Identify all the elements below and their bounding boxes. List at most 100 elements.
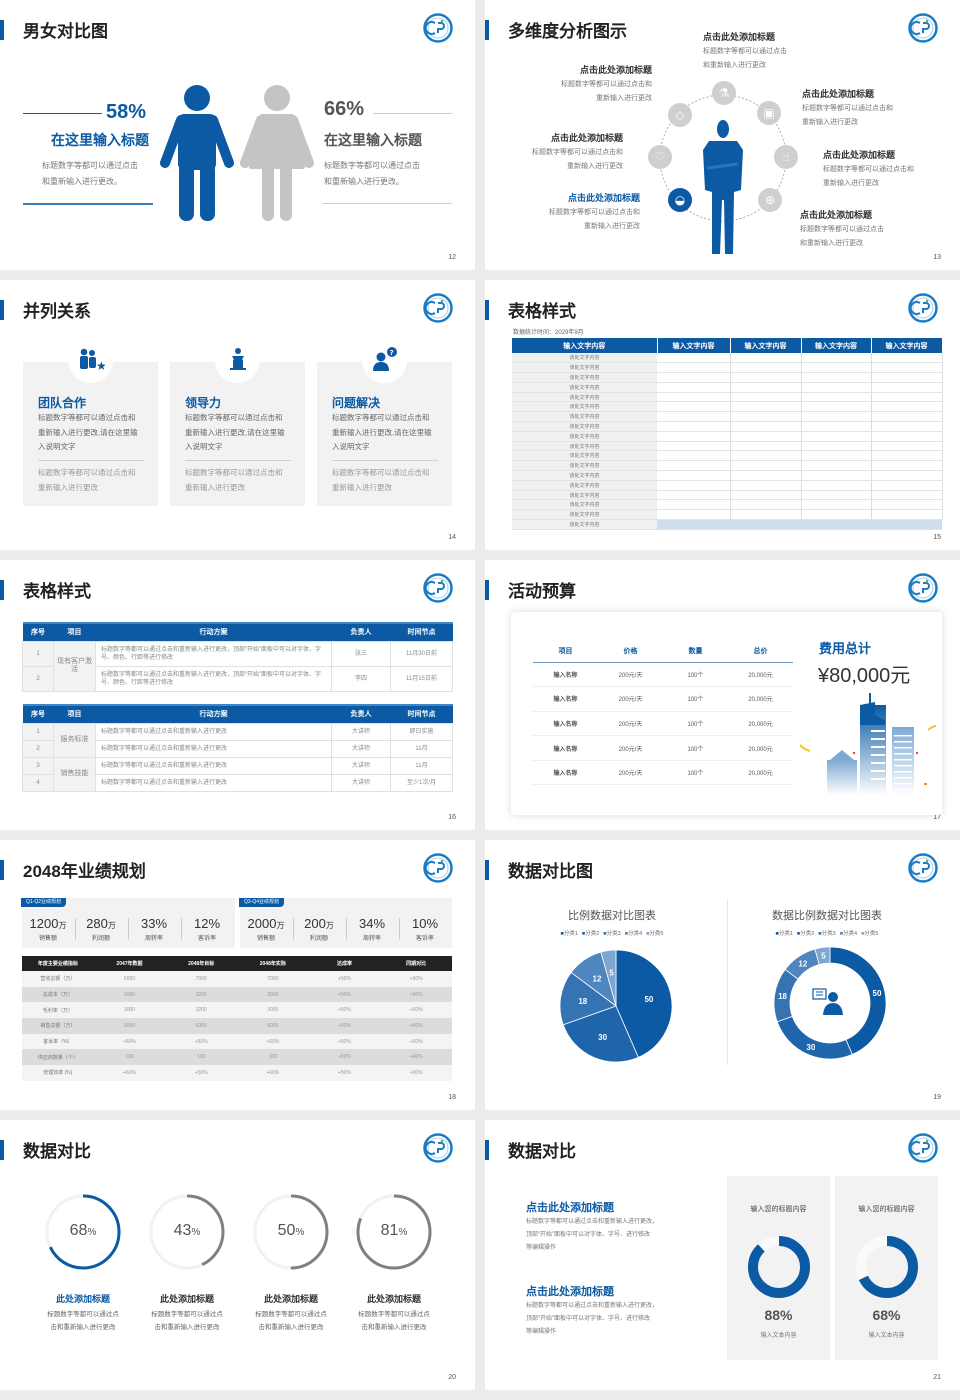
slice-分类2[interactable] [776, 1015, 853, 1060]
table-cell[interactable] [871, 490, 943, 501]
table-cell[interactable] [801, 480, 872, 491]
table-cell[interactable] [801, 441, 872, 452]
table-cell[interactable] [730, 382, 802, 393]
table-cell[interactable] [730, 460, 802, 472]
table-cell[interactable] [657, 382, 731, 393]
table-cell[interactable] [801, 460, 872, 472]
feature-card[interactable] [317, 362, 452, 506]
table-cell[interactable] [871, 470, 943, 481]
table-cell[interactable] [871, 450, 943, 462]
table-cell[interactable] [871, 401, 943, 413]
table-cell[interactable] [801, 431, 872, 442]
heart-icon[interactable]: ♡ [648, 145, 672, 169]
table-cell[interactable] [871, 392, 943, 403]
table-cell[interactable] [730, 362, 802, 374]
table-cell[interactable] [657, 431, 731, 442]
feature-card[interactable] [170, 362, 305, 506]
slice-分类1[interactable] [615, 949, 673, 1058]
table-cell[interactable] [801, 382, 872, 393]
slide-21-data-comparison-donuts[interactable]: 数据对比 21 点击此处添加标题 标题数字等都可以通过点击和重新输入进行更改， 顶部“开… [485, 1120, 960, 1390]
slice-分类1[interactable] [829, 946, 887, 1055]
slide-14-parallel-relationship[interactable]: 并列关系 14 ★ 团队合作 标题数字等都可以通过点击和 重新输入进行更改,请在这里… [0, 280, 475, 550]
table-cell[interactable] [871, 411, 943, 423]
table-cell[interactable] [801, 392, 872, 403]
graduation-cap-icon[interactable]: ◒ [668, 188, 692, 212]
table-cell[interactable] [801, 509, 872, 521]
flask-icon[interactable]: ⚗ [712, 81, 736, 105]
table-cell[interactable] [871, 480, 943, 491]
table-cell[interactable] [801, 450, 872, 462]
slide-15-table-style[interactable]: 表格样式 15 数据统计时间：2029年9月 输入文字内容 输入文字内容 输入文字内容 输入… [485, 280, 960, 550]
slide-18-performance-plan[interactable]: 2048年业绩规划 18 Q1-Q2业绩规划 1200万 销售额 280万 利润额 33% 周… [0, 840, 475, 1110]
table-cell[interactable] [730, 490, 802, 501]
table-cell[interactable] [657, 509, 731, 521]
table-cell[interactable] [871, 509, 943, 521]
table-cell[interactable] [657, 441, 731, 452]
table-cell[interactable] [657, 362, 731, 374]
table-cell[interactable] [657, 372, 731, 383]
table-cell[interactable] [871, 499, 943, 511]
table-cell[interactable] [801, 353, 872, 364]
table-cell[interactable] [657, 401, 731, 413]
table-cell[interactable] [730, 421, 802, 432]
slice-分类5[interactable] [600, 949, 617, 1007]
table-cell[interactable] [657, 519, 730, 530]
table-cell[interactable] [801, 519, 871, 530]
table-cell[interactable] [801, 411, 872, 423]
slide-20-data-comparison-rings[interactable]: 数据对比 20 68% 此处添加标题 标题数字等都可以通过点 击和重新输入进行更改 43% 此… [0, 1120, 475, 1390]
table-cell[interactable] [730, 431, 802, 442]
table-cell[interactable] [871, 431, 943, 442]
slice-分类2[interactable] [562, 1005, 639, 1063]
table-cell[interactable] [730, 411, 802, 423]
table-cell[interactable] [657, 421, 731, 432]
feature-card[interactable] [23, 362, 158, 506]
table-cell[interactable] [657, 499, 731, 511]
slide-19-data-comparison-charts[interactable]: 数据对比图 19 比例数据对比图表 ■分类1 ■分类2 ■分类3 ■分类4 ■分类5 50 30 1… [485, 840, 960, 1110]
table-cell[interactable] [730, 392, 802, 403]
diamond-icon[interactable]: ◇ [668, 103, 692, 127]
table-cell[interactable] [801, 490, 872, 501]
globe-icon[interactable]: ⊕ [758, 188, 782, 212]
slide-12-gender-comparison[interactable]: 男女对比图 12 58% 在这里输入标题 标题数字等都可以通过点击 和重新输入进行更改。 … [0, 0, 475, 270]
slide-17-activity-budget[interactable]: 活动预算 17 项目 价格 数量 总价 输入名称 200元/天 100个 20,000元 输入名称 2… [485, 560, 960, 830]
table-cell[interactable] [657, 490, 731, 501]
slice-分类5[interactable] [814, 946, 831, 965]
table-cell[interactable] [730, 401, 802, 413]
table-cell[interactable] [730, 450, 802, 462]
table-cell[interactable] [871, 372, 943, 383]
table-cell[interactable] [871, 460, 943, 472]
slide-16-table-style[interactable]: 表格样式 16 序号 项目 行动方案 负责人 时间节点 1 现有客户激活 标题数字等都可以通过点击… [0, 560, 475, 830]
thumbs-up-icon[interactable]: ☝ [774, 145, 798, 169]
table-cell[interactable] [730, 372, 802, 383]
table-cell[interactable] [730, 480, 802, 491]
table-cell[interactable] [801, 401, 872, 413]
table-cell[interactable] [657, 392, 731, 403]
table-cell[interactable] [801, 470, 872, 481]
slide-13-multidimensional-analysis[interactable]: 多维度分析图示 13 ⚗ ▣ ☝ ⊕ ◒ ♡ ◇ 点击此处添加标题 标题数字等都可以通过点击 和… [485, 0, 960, 270]
table-cell[interactable] [657, 460, 731, 472]
slice-分类3[interactable] [559, 971, 617, 1026]
table-cell[interactable] [657, 480, 731, 491]
table-cell[interactable] [657, 450, 731, 462]
table-cell[interactable] [657, 411, 731, 423]
table-cell[interactable] [730, 441, 802, 452]
table-cell[interactable] [657, 470, 731, 481]
table-cell[interactable] [801, 421, 872, 432]
table-cell[interactable] [730, 353, 802, 364]
table-cell[interactable] [657, 353, 731, 364]
table-cell[interactable] [871, 362, 943, 374]
logo-icon [423, 1133, 453, 1163]
table-cell[interactable] [871, 421, 943, 432]
table-cell[interactable] [871, 441, 943, 452]
table-cell[interactable] [730, 499, 802, 511]
table-cell[interactable] [730, 509, 802, 521]
lock-icon[interactable]: ▣ [757, 101, 781, 125]
table-cell[interactable] [871, 353, 943, 364]
table-cell[interactable] [801, 362, 872, 374]
table-cell[interactable] [730, 470, 802, 481]
table-cell[interactable] [871, 519, 942, 530]
table-cell[interactable] [871, 382, 943, 393]
table-cell[interactable] [801, 499, 872, 511]
table-cell[interactable] [801, 372, 872, 383]
table-cell[interactable] [730, 519, 801, 530]
